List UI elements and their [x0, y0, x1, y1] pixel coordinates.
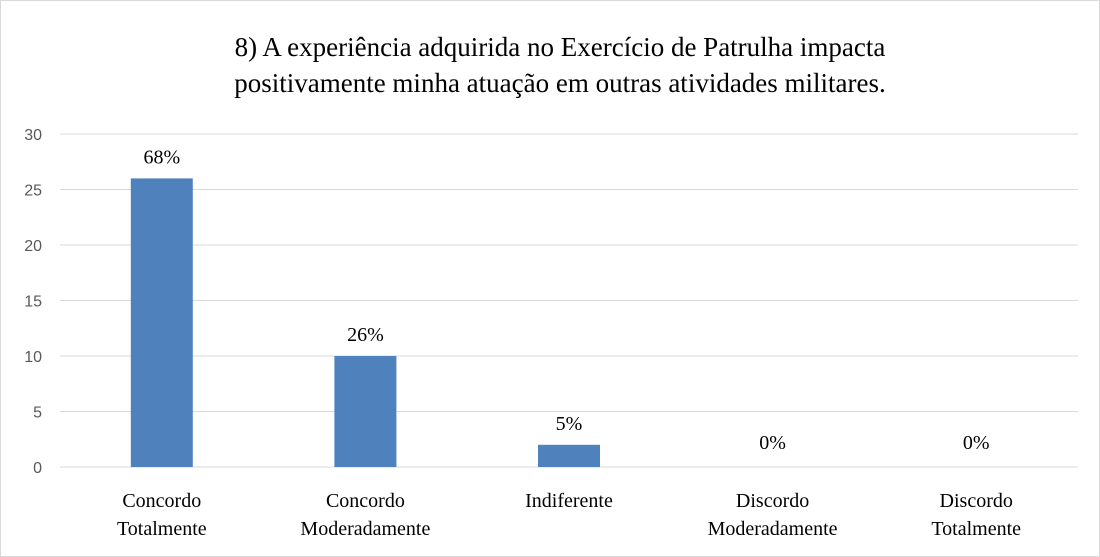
data-label: 68% [143, 146, 180, 168]
data-label: 26% [347, 324, 384, 346]
chart-title: positivamente minha atuação em outras at… [234, 68, 886, 98]
y-tick-label: 0 [33, 460, 42, 477]
y-tick-label: 20 [24, 238, 42, 255]
x-tick-label: Totalmente [931, 518, 1021, 540]
bar [334, 356, 397, 467]
bar [130, 178, 193, 467]
y-tick-label: 30 [24, 127, 42, 144]
y-tick-label: 5 [33, 405, 42, 422]
x-tick-label: Indiferente [525, 490, 613, 512]
chart-title: 8) A experiência adquirida no Exercício … [235, 32, 886, 62]
y-tick-label: 10 [24, 349, 42, 366]
bar [538, 444, 600, 467]
x-tick-label: Totalmente [117, 518, 207, 540]
x-tick-label: Concordo [326, 490, 405, 512]
x-tick-label: Discordo [736, 490, 809, 512]
data-label: 0% [759, 432, 786, 454]
data-label: 5% [556, 413, 583, 435]
x-tick-label: Concordo [122, 490, 201, 512]
x-tick-label: Moderadamente [300, 518, 430, 540]
y-tick-label: 25 [24, 183, 42, 200]
x-tick-label: Moderadamente [708, 518, 838, 540]
x-tick-label: Discordo [940, 490, 1013, 512]
y-tick-label: 15 [24, 294, 42, 311]
data-label: 0% [963, 432, 990, 454]
